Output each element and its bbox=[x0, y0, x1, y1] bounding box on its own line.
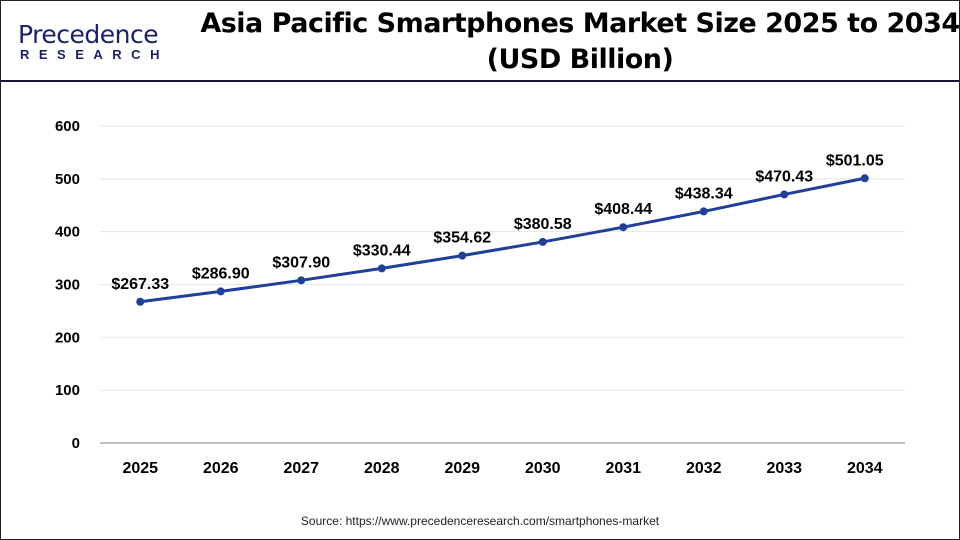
data-point bbox=[699, 207, 708, 216]
data-label: $408.44 bbox=[594, 201, 652, 218]
data-point bbox=[458, 251, 467, 260]
x-tick-label: 2029 bbox=[444, 460, 480, 477]
y-tick-label: 300 bbox=[55, 277, 80, 294]
logo-text-top: Precedence bbox=[18, 20, 159, 49]
y-tick-label: 0 bbox=[72, 435, 80, 452]
x-tick-label: 2030 bbox=[525, 460, 561, 477]
x-tick-label: 2031 bbox=[605, 460, 641, 477]
series-line bbox=[140, 176, 866, 304]
y-tick-label: 500 bbox=[55, 171, 80, 188]
data-label: $286.90 bbox=[192, 265, 250, 282]
data-label: $501.05 bbox=[826, 152, 884, 169]
x-tick-label: 2032 bbox=[686, 460, 722, 477]
title-line-1: Asia Pacific Smartphones Market Size 202… bbox=[200, 8, 960, 39]
data-label: $470.43 bbox=[755, 168, 813, 185]
data-point bbox=[538, 237, 547, 246]
data-point bbox=[780, 190, 789, 199]
header-divider bbox=[0, 80, 960, 82]
logo-text-bottom: RESEARCH bbox=[20, 47, 169, 62]
y-tick-label: 400 bbox=[55, 224, 80, 241]
data-label: $307.90 bbox=[272, 254, 330, 271]
x-tick-label: 2033 bbox=[766, 460, 802, 477]
data-point bbox=[297, 276, 306, 285]
data-label: $330.44 bbox=[353, 242, 411, 259]
data-point bbox=[377, 264, 386, 273]
data-label: $380.58 bbox=[514, 216, 572, 233]
x-tick-label: 2026 bbox=[203, 460, 239, 477]
x-tick-label: 2028 bbox=[364, 460, 400, 477]
chart-title: Asia Pacific Smartphones Market Size 202… bbox=[200, 6, 960, 78]
x-tick-label: 2025 bbox=[122, 460, 158, 477]
data-point bbox=[216, 287, 225, 296]
data-label: $354.62 bbox=[433, 230, 491, 247]
data-label: $267.33 bbox=[111, 276, 169, 293]
y-tick-label: 600 bbox=[55, 118, 80, 135]
data-point bbox=[136, 297, 145, 306]
title-line-2: (USD Billion) bbox=[486, 44, 674, 75]
x-tick-label: 2027 bbox=[283, 460, 319, 477]
precedence-research-logo: Precedence RESEARCH bbox=[18, 20, 159, 64]
y-tick-label: 200 bbox=[55, 329, 80, 346]
x-tick-label: 2034 bbox=[847, 460, 883, 477]
data-point bbox=[860, 174, 869, 183]
data-label: $438.34 bbox=[675, 185, 733, 202]
y-tick-label: 100 bbox=[55, 382, 80, 399]
source-note: Source: https://www.precedenceresearch.c… bbox=[300, 514, 660, 528]
data-point bbox=[619, 223, 628, 232]
